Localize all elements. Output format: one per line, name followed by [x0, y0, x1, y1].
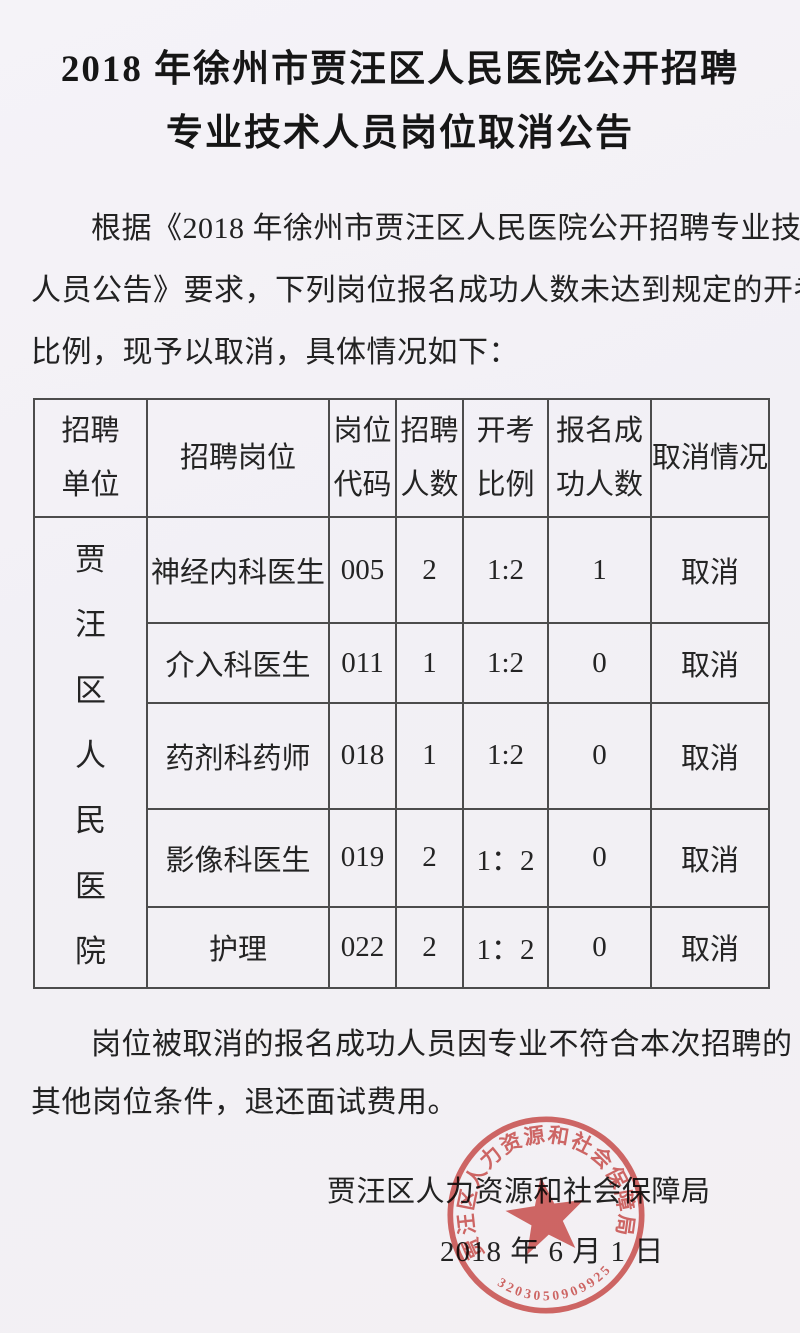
cell-count: 2 — [395, 515, 464, 625]
cell-count: 1 — [395, 622, 464, 704]
intro-line: 比例，现予以取消，具体情况如下： — [31, 336, 519, 369]
header-exam-ratio: 开考 比例 — [462, 398, 549, 518]
cell-status: 取消 — [650, 622, 770, 704]
closing-paragraph: 岗位被取消的报名成功人员因专业不符合本次招聘的 其他岗位条件，退还面试费用。 — [31, 1016, 793, 1132]
cell-count: 2 — [395, 808, 464, 908]
seal-ring — [447, 1116, 645, 1314]
cell-status: 取消 — [650, 701, 770, 811]
title-line-1: 2018 年徐州市贾汪区人民医院公开招聘 — [60, 49, 740, 90]
official-seal-stamp: 贾汪区人力资源和社会保障局 3203050909925 — [443, 1112, 645, 1314]
header-position: 招聘岗位 — [146, 398, 330, 518]
intro-paragraph: 根据《2018 年徐州市贾汪区人民医院公开招聘专业技术 人员公告》要求，下列岗位… — [31, 198, 800, 384]
cell-status: 取消 — [650, 808, 770, 908]
cell-applicants: 0 — [547, 622, 652, 704]
unit-char: 汪 — [75, 607, 106, 643]
cell-ratio: 1:2 — [462, 515, 549, 625]
positions-table: 招聘 单位 招聘岗位 岗位 代码 招聘 人数 开考 比例 报名成 功人数 取消情… — [33, 398, 770, 990]
table-header-row: 招聘 单位 招聘岗位 岗位 代码 招聘 人数 开考 比例 报名成 功人数 取消情… — [33, 398, 770, 518]
cell-applicants: 1 — [547, 515, 652, 625]
cell-position: 影像科医生 — [146, 808, 330, 908]
cell-position: 介入科医生 — [146, 622, 330, 704]
page-title: 2018 年徐州市贾汪区人民医院公开招聘 专业技术人员岗位取消公告 — [0, 38, 800, 166]
unit-char: 区 — [75, 672, 106, 708]
cell-position: 神经内科医生 — [146, 515, 330, 625]
table-row: 护理 022 2 1：2 0 取消 — [34, 905, 770, 990]
cell-status: 取消 — [650, 905, 770, 990]
cell-ratio: 1：2 — [462, 905, 549, 990]
cell-count: 1 — [395, 701, 464, 811]
table-row: 影像科医生 019 2 1：2 0 取消 — [34, 808, 770, 908]
unit-char: 院 — [75, 933, 106, 969]
closing-line: 岗位被取消的报名成功人员因专业不符合本次招聘的 — [91, 1028, 793, 1061]
unit-char: 医 — [75, 868, 106, 904]
unit-cell: 贾 汪 区 人 民 医 院 — [33, 516, 148, 989]
intro-line: 人员公告》要求，下列岗位报名成功人数未达到规定的开考 — [31, 274, 800, 307]
cell-applicants: 0 — [547, 701, 652, 811]
intro-line: 根据《2018 年徐州市贾汪区人民医院公开招聘专业技术 — [91, 212, 800, 245]
table-row: 介入科医生 011 1 1:2 0 取消 — [34, 622, 770, 704]
cell-status: 取消 — [650, 515, 770, 625]
signature-organization: 贾汪区人力资源和社会保障局 — [327, 1176, 711, 1208]
seal-star-icon — [505, 1176, 584, 1255]
unit-char: 民 — [75, 803, 106, 839]
cell-position: 护理 — [146, 905, 330, 990]
cell-code: 011 — [328, 622, 397, 704]
unit-char: 贾 — [75, 542, 106, 577]
closing-line: 其他岗位条件，退还面试费用。 — [31, 1086, 458, 1119]
cell-code: 005 — [328, 515, 397, 625]
unit-char: 人 — [75, 737, 106, 773]
cell-position: 药剂科药师 — [146, 701, 330, 811]
cell-applicants: 0 — [547, 905, 652, 990]
table-row: 药剂科药师 018 1 1:2 0 取消 — [34, 701, 770, 811]
header-cancel-status: 取消情况 — [650, 398, 770, 518]
header-headcount: 招聘 人数 — [395, 398, 464, 518]
unit-name-vertical: 贾 汪 区 人 民 医 院 — [35, 518, 146, 987]
cell-code: 019 — [328, 808, 397, 908]
title-line-2: 专业技术人员岗位取消公告 — [166, 113, 634, 154]
cell-ratio: 1:2 — [462, 622, 549, 704]
cell-code: 022 — [328, 905, 397, 990]
cell-code: 018 — [328, 701, 397, 811]
cell-ratio: 1：2 — [462, 808, 549, 908]
header-recruiting-unit: 招聘 单位 — [33, 398, 148, 518]
cell-applicants: 0 — [547, 808, 652, 908]
cell-ratio: 1:2 — [462, 701, 549, 811]
cell-count: 2 — [395, 905, 464, 990]
table-row: 贾 汪 区 人 民 医 院 神经内科医生 005 2 1:2 1 取消 — [33, 515, 770, 989]
header-successful-applicants: 报名成 功人数 — [547, 398, 652, 518]
header-position-code: 岗位 代码 — [328, 398, 397, 518]
